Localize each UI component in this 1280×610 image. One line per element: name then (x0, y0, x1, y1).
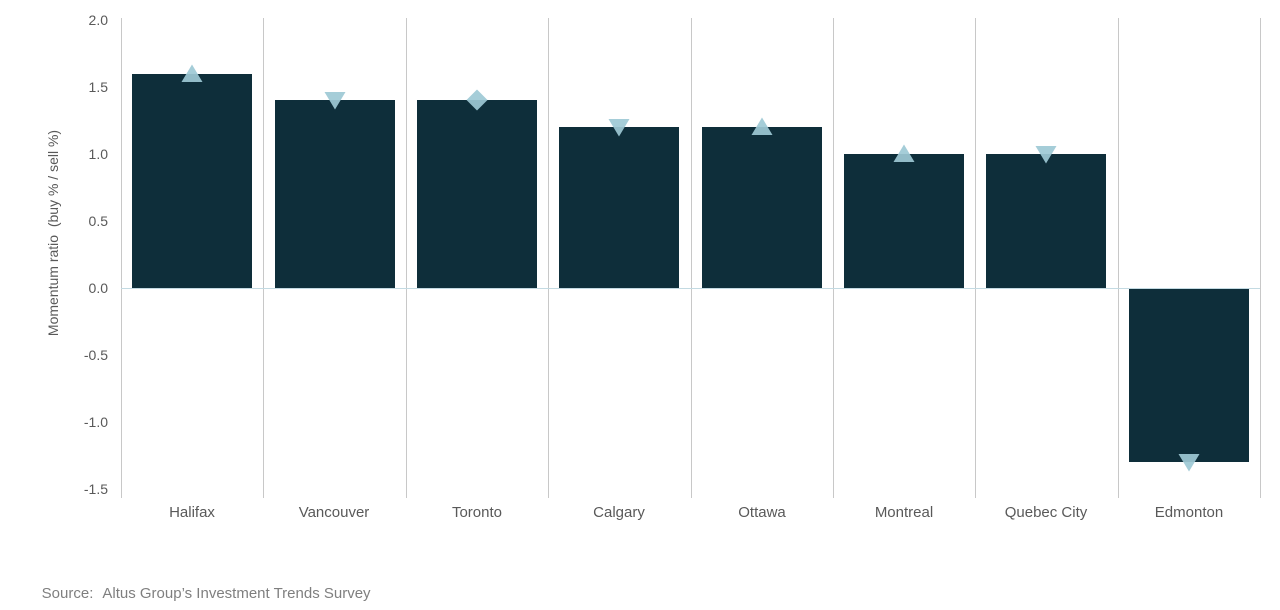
bar-vancouver (275, 100, 395, 288)
y-tick-label: -1.0 (83, 414, 108, 430)
x-axis-label-halifax: Halifax (169, 504, 215, 521)
y-tick-label: 2.0 (88, 12, 108, 28)
x-axis-label-quebec-city: Quebec City (1004, 504, 1088, 521)
down-triangle-marker-vancouver (324, 92, 346, 110)
category-gridline (833, 18, 834, 498)
y-tick-label: 0.0 (88, 280, 108, 296)
y-tick-label: 0.5 (88, 213, 108, 229)
y-tick-label: -0.5 (83, 347, 108, 363)
category-gridline (121, 18, 122, 498)
category-gridline (263, 18, 264, 498)
source-caption: Source: Altus Group’s Investment Trends S… (25, 568, 371, 610)
bar-montreal (844, 154, 964, 288)
category-gridline (1118, 18, 1119, 498)
source-label: Source: (41, 585, 94, 602)
x-axis-label-edmonton: Edmonton (1154, 504, 1224, 521)
down-triangle-marker-calgary (608, 119, 630, 137)
category-gridline (691, 18, 692, 498)
category-gridline (406, 18, 407, 498)
y-tick-label: 1.5 (88, 79, 108, 95)
category-gridline (975, 18, 976, 498)
down-triangle-marker-edmonton (1178, 454, 1200, 472)
up-triangle-marker-halifax (181, 64, 203, 82)
bar-halifax (132, 74, 252, 288)
category-gridline (1260, 18, 1261, 498)
diamond-marker-toronto (466, 89, 488, 111)
bar-toronto (417, 100, 537, 288)
x-axis-label-montreal: Montreal (874, 504, 934, 521)
category-gridline (548, 18, 549, 498)
bar-calgary (559, 127, 679, 288)
y-tick-label: -1.5 (83, 481, 108, 497)
x-axis-label-calgary: Calgary (593, 504, 645, 521)
x-axis-label-toronto: Toronto (451, 504, 503, 521)
source-text: Altus Group’s Investment Trends Survey (102, 585, 371, 602)
bar-edmonton (1129, 289, 1249, 462)
down-triangle-marker-quebec-city (1035, 146, 1057, 164)
bar-ottawa (702, 127, 822, 288)
x-axis-label-vancouver: Vancouver (298, 504, 370, 521)
zero-axis-line (121, 288, 1260, 289)
up-triangle-marker-montreal (893, 144, 915, 162)
y-tick-label: 1.0 (88, 146, 108, 162)
up-triangle-marker-ottawa (751, 117, 773, 135)
x-axis-label-ottawa: Ottawa (738, 504, 786, 521)
y-axis-title: Momentum ratio (buy % / sell %) (45, 129, 61, 337)
bar-quebec-city (986, 154, 1106, 288)
